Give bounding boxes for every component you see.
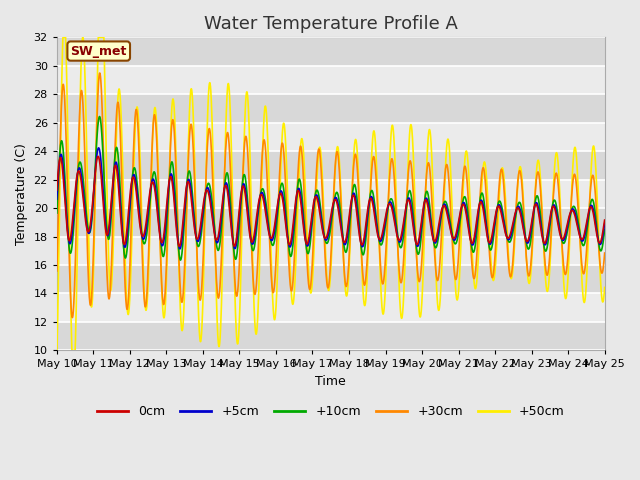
+5cm [601, 221, 609, 227]
Bar [57, 94, 605, 123]
+5cm [287, 242, 295, 248]
+30cm [116, 117, 124, 123]
X-axis label: Time: Time [316, 375, 346, 388]
Text: SW_met: SW_met [70, 45, 127, 58]
Bar [57, 9, 605, 37]
+10cm [116, 172, 124, 178]
Legend: 0cm, +5cm, +10cm, +30cm, +50cm: 0cm, +5cm, +10cm, +30cm, +50cm [92, 400, 570, 423]
0cm [264, 221, 271, 227]
+50cm [116, 87, 124, 93]
+5cm [148, 179, 156, 184]
Bar [57, 322, 605, 350]
+5cm [590, 212, 598, 217]
+50cm [590, 144, 598, 150]
Line: +10cm: +10cm [57, 117, 605, 260]
0cm [148, 180, 156, 185]
0cm [531, 202, 539, 207]
0cm [94, 154, 102, 159]
Line: +50cm: +50cm [57, 37, 605, 350]
+5cm [95, 145, 102, 151]
+30cm [68, 315, 76, 321]
Bar [57, 208, 605, 237]
+10cm [590, 203, 598, 209]
0cm [116, 197, 124, 203]
Bar [57, 237, 605, 265]
+10cm [531, 199, 539, 205]
0cm [601, 217, 609, 223]
+10cm [601, 227, 609, 232]
Bar [57, 66, 605, 94]
+50cm [287, 282, 294, 288]
Bar [57, 180, 605, 208]
+30cm [264, 179, 271, 184]
+50cm [53, 348, 61, 353]
Y-axis label: Temperature (C): Temperature (C) [15, 143, 28, 245]
+5cm [53, 196, 61, 202]
0cm [287, 238, 295, 243]
+50cm [148, 155, 156, 160]
0cm [175, 243, 183, 249]
+30cm [287, 287, 295, 293]
Bar [57, 123, 605, 151]
+5cm [176, 246, 184, 252]
Bar [57, 265, 605, 293]
+10cm [53, 210, 61, 216]
0cm [590, 216, 598, 221]
+30cm [96, 70, 104, 76]
+5cm [264, 217, 271, 223]
+5cm [531, 202, 539, 207]
Bar [57, 37, 605, 66]
+30cm [601, 250, 609, 256]
+30cm [531, 191, 539, 196]
+30cm [148, 141, 156, 146]
+50cm [601, 285, 609, 290]
Line: 0cm: 0cm [57, 156, 605, 246]
+10cm [264, 211, 271, 216]
Line: +5cm: +5cm [57, 148, 605, 249]
Title: Water Temperature Profile A: Water Temperature Profile A [204, 15, 458, 33]
Bar [57, 293, 605, 322]
+50cm [263, 122, 271, 128]
+10cm [96, 114, 104, 120]
Line: +30cm: +30cm [57, 73, 605, 318]
0cm [53, 187, 61, 193]
+5cm [116, 189, 124, 194]
Bar [57, 151, 605, 180]
+10cm [148, 178, 156, 184]
+50cm [60, 35, 67, 40]
+30cm [590, 179, 598, 184]
+10cm [287, 253, 295, 259]
+10cm [177, 257, 184, 263]
+50cm [531, 192, 539, 197]
+30cm [53, 268, 61, 274]
